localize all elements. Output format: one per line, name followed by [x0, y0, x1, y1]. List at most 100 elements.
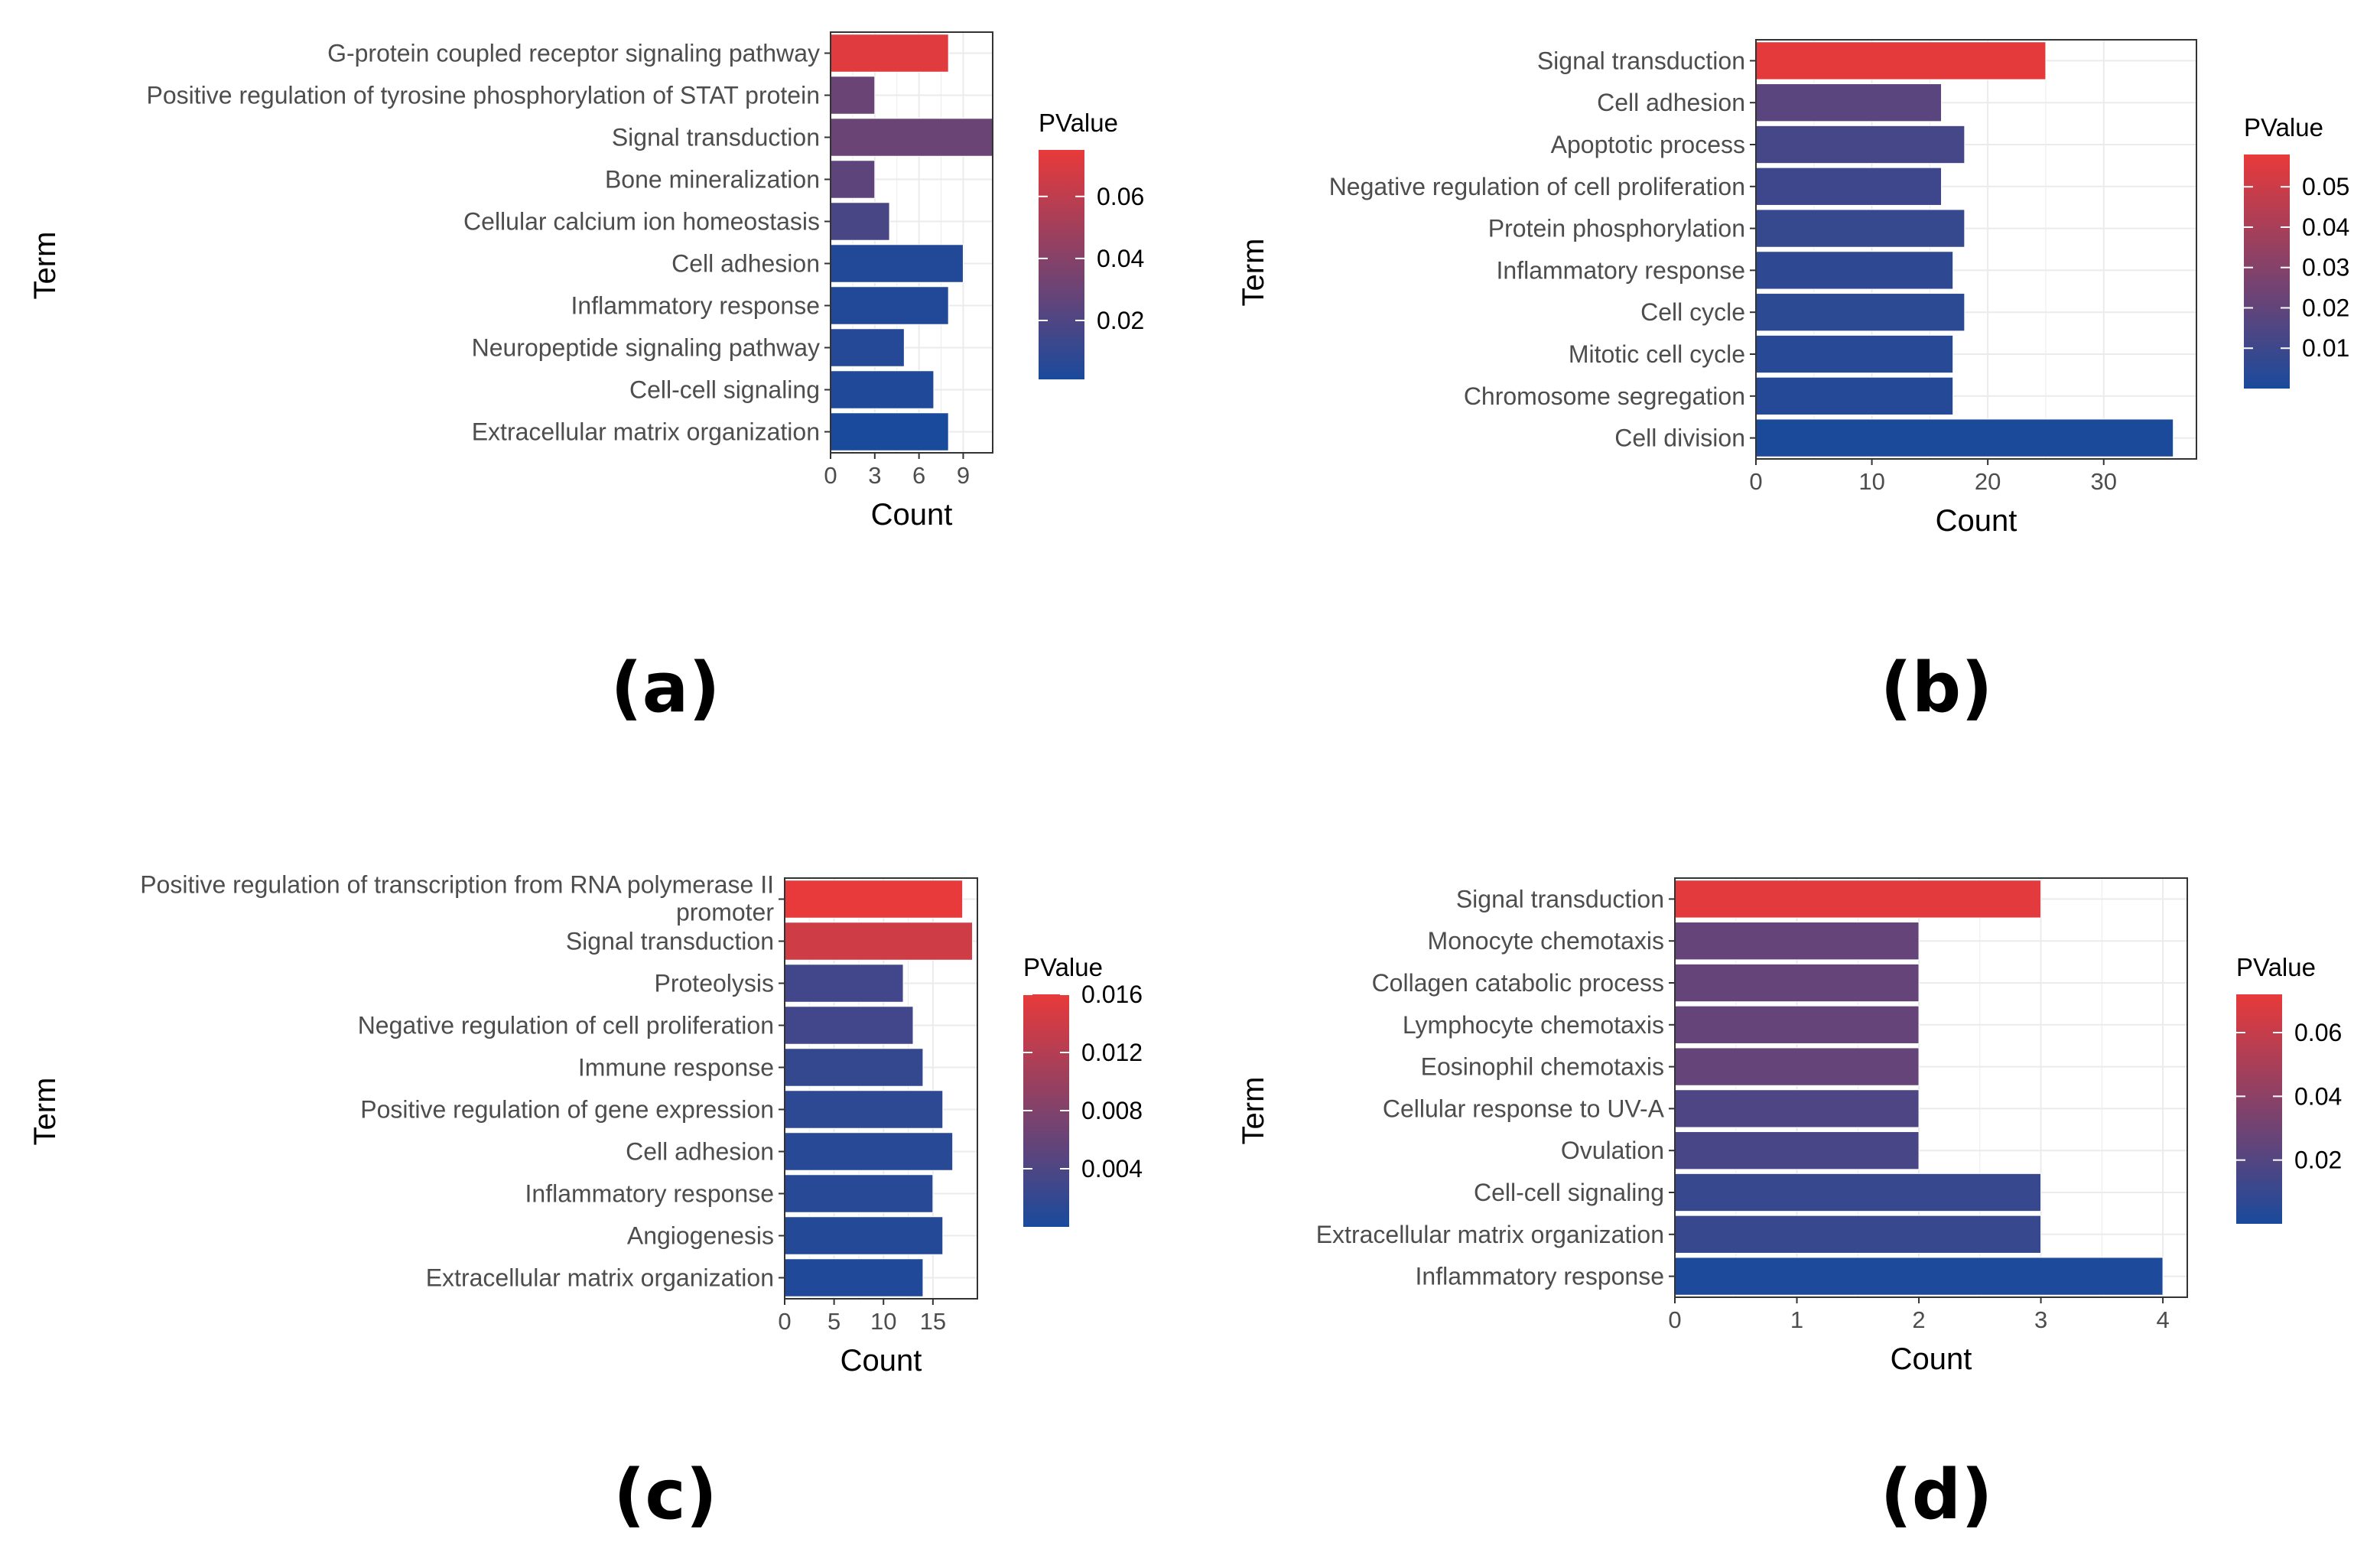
- bar: [1755, 209, 1965, 248]
- y-tick-label: Mitotic cell cycle: [1569, 340, 1745, 368]
- legend-title: PValue: [2236, 953, 2316, 981]
- legend-tick-label: 0.05: [2302, 173, 2349, 200]
- bar: [830, 76, 876, 115]
- bar: [830, 244, 964, 283]
- x-axis-title: Count: [1891, 1342, 1972, 1376]
- bar: [784, 1048, 924, 1087]
- plot-frame: [830, 31, 993, 454]
- x-tick-label: 3: [868, 462, 881, 489]
- y-tick-label: Positive regulation of transcription fro…: [140, 871, 774, 926]
- bar: [1755, 376, 1954, 415]
- bar: [1674, 880, 2042, 919]
- bar: [1755, 167, 1943, 206]
- x-tick-label: 20: [1975, 468, 2001, 495]
- bar: [784, 922, 974, 961]
- y-tick-label: Extracellular matrix organization: [1316, 1221, 1664, 1248]
- legend-title: PValue: [1039, 109, 1118, 137]
- panel-label: (c): [613, 1455, 717, 1535]
- bar: [1755, 125, 1965, 164]
- bar: [1674, 1215, 2042, 1254]
- plot-frame: [1755, 39, 2197, 460]
- chart-panel-a: G-protein coupled receptor signaling pat…: [28, 31, 1144, 728]
- bar: [784, 1006, 914, 1045]
- y-tick-label: Signal transduction: [566, 928, 774, 955]
- bar: [784, 1216, 944, 1255]
- bar: [784, 880, 964, 919]
- plot-frame: [1674, 877, 2188, 1298]
- bar: [784, 1090, 944, 1129]
- y-tick-label: Inflammatory response: [571, 292, 820, 320]
- legend-tick-label: 0.04: [2294, 1082, 2342, 1110]
- chart-panel-b: Signal transduction Cell adhesion Apoptoti…: [1237, 39, 2349, 728]
- bar: [1755, 83, 1943, 122]
- bar: [1674, 1131, 1920, 1170]
- x-tick-label: 2: [1912, 1306, 1925, 1333]
- legend-tick-label: 0.02: [2294, 1147, 2342, 1174]
- bar: [1755, 418, 2174, 457]
- bar: [830, 286, 949, 325]
- legend-tick-label: 0.008: [1081, 1097, 1143, 1124]
- x-tick-label: 0: [1668, 1306, 1681, 1333]
- y-tick-label: Neuropeptide signaling pathway: [472, 334, 820, 362]
- legend-tick-label: 0.02: [1097, 307, 1144, 334]
- legend-tick-label: 0.02: [2302, 294, 2349, 321]
- bar: [830, 34, 949, 73]
- legend-tick-label: 0.03: [2302, 254, 2349, 281]
- x-tick-label: 9: [957, 462, 970, 489]
- bar: [1674, 922, 1920, 961]
- bar: [830, 160, 876, 199]
- x-tick-label: 0: [824, 462, 837, 489]
- legend-colorbar: [1039, 150, 1084, 379]
- y-tick-label: Inflammatory response: [525, 1180, 774, 1208]
- bar: [830, 328, 905, 367]
- y-tick-label: Negative regulation of cell proliferatio…: [358, 1012, 774, 1039]
- y-tick-label: Cell adhesion: [671, 250, 820, 278]
- y-tick-label: Chromosome segregation: [1464, 382, 1745, 410]
- x-tick-label: 1: [1790, 1306, 1803, 1333]
- legend-tick-label: 0.04: [1097, 245, 1144, 272]
- x-tick-label: 6: [912, 462, 925, 489]
- x-tick-label: 0: [1749, 468, 1762, 495]
- x-tick-label: 10: [870, 1308, 896, 1335]
- x-axis-title: Count: [1936, 504, 2017, 538]
- y-tick-label: G-protein coupled receptor signaling pat…: [327, 40, 820, 67]
- bar: [1674, 1005, 1920, 1044]
- y-tick-label: Eosinophil chemotaxis: [1421, 1053, 1664, 1081]
- bar: [830, 370, 935, 409]
- y-axis-title: Term: [1237, 1077, 1270, 1145]
- bar: [784, 1174, 934, 1213]
- chart-panel-d: Signal transduction Monocyte chemotaxis Co…: [1237, 877, 2342, 1535]
- y-axis-title: Term: [28, 232, 62, 300]
- y-tick-label: Angiogenesis: [627, 1222, 774, 1250]
- bar: [1674, 963, 1920, 1003]
- y-tick-label: Cell adhesion: [626, 1138, 774, 1166]
- y-tick-label: Immune response: [578, 1054, 774, 1082]
- y-tick-label: Extracellular matrix organization: [426, 1264, 774, 1292]
- y-tick-label: Bone mineralization: [605, 166, 820, 194]
- bar: [1755, 251, 1954, 290]
- bar: [1674, 1257, 2164, 1296]
- legend-colorbar: [2244, 155, 2290, 389]
- y-tick-label: Cell-cell signaling: [1474, 1179, 1664, 1206]
- y-tick-label: Cell-cell signaling: [629, 376, 820, 404]
- y-tick-label: Cell division: [1614, 425, 1745, 452]
- y-tick-label: Proteolysis: [655, 970, 775, 997]
- legend-tick-label: 0.01: [2302, 334, 2349, 362]
- legend-pvalue: PValue 0.05 0.04 0.03 0.02 0.01: [2244, 113, 2349, 389]
- plot-frame: [784, 877, 978, 1300]
- y-axis-title: Term: [28, 1078, 62, 1146]
- y-tick-label: Lymphocyte chemotaxis: [1403, 1011, 1664, 1039]
- y-tick-label: Protein phosphorylation: [1488, 215, 1745, 242]
- x-tick-label: 4: [2156, 1306, 2169, 1333]
- y-tick-label: Negative regulation of cell proliferatio…: [1329, 173, 1745, 200]
- y-tick-label: Cell adhesion: [1597, 89, 1745, 116]
- legend-title: PValue: [2244, 113, 2323, 142]
- y-tick-label: Positive regulation of gene expression: [360, 1096, 774, 1124]
- y-axis-title: Term: [1237, 239, 1270, 307]
- x-tick-label: 10: [1858, 468, 1884, 495]
- panel-label: (b): [1881, 648, 1993, 728]
- bar: [1755, 334, 1954, 374]
- bar: [830, 118, 993, 157]
